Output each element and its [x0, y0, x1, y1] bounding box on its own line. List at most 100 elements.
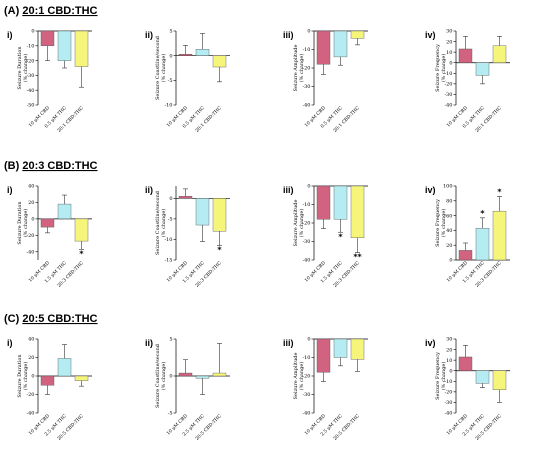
y-tick-label: 60: [446, 213, 452, 219]
y-tick-label: -40: [302, 103, 310, 109]
y-axis-label: Seizure Amplitude: [293, 353, 299, 400]
y-axis-label: Seizure Frequency: [435, 44, 441, 92]
panel-roman-label: iv): [425, 338, 436, 348]
y-tick-label: -10: [26, 44, 34, 50]
y-tick-label: -30: [26, 73, 34, 79]
y-axis-label: (% change): [440, 209, 447, 238]
row-b: (B) 20:3 CBD:THC i) Seizure Duration (% cha…: [4, 160, 510, 289]
panel-roman-label: iv): [425, 185, 436, 195]
y-tick-label: -20: [302, 221, 310, 227]
panel-roman-label: iii): [283, 338, 294, 348]
y-tick-label: 0: [169, 374, 172, 380]
y-tick-label: -5: [168, 411, 173, 417]
y-axis-label: Seizure Coastline/second: [155, 190, 161, 255]
y-tick-label: 0: [169, 53, 172, 59]
y-tick-label: -40: [444, 103, 452, 109]
y-tick-label: 30: [446, 337, 452, 343]
bar: [57, 203, 72, 220]
y-tick-label: -10: [302, 202, 310, 208]
y-tick-label: 40: [28, 337, 34, 343]
y-tick-label: -30: [302, 392, 310, 398]
y-tick-label: -10: [302, 47, 310, 53]
bar: [74, 30, 89, 67]
y-axis-label: (% change): [160, 54, 167, 83]
y-tick-label: -5: [168, 78, 173, 84]
bar: [333, 30, 348, 58]
y-axis-label: Seizure Duration: [17, 201, 23, 245]
bar: [57, 30, 72, 61]
row-title: (A) 20:1 CBD:THC: [4, 5, 98, 17]
bar: [212, 55, 227, 68]
row-label: (A): [4, 5, 22, 17]
y-tick-label: -5: [168, 217, 173, 223]
y-tick-label: 5: [169, 337, 172, 343]
y-axis-label: (% change): [22, 54, 29, 83]
bar: [333, 185, 348, 220]
y-tick-label: 0: [31, 217, 34, 223]
bar: [178, 53, 193, 56]
y-tick-label: -20: [302, 374, 310, 380]
panel-b-4: iv) Seizure Frequency (% change) 100 80 60 40 2…: [425, 184, 510, 289]
row-title: (C) 20:5 CBD:THC: [4, 313, 98, 325]
panel-roman-label: ii): [145, 185, 153, 195]
y-tick-label: 80: [446, 199, 452, 205]
y-tick-label: 40: [446, 228, 452, 234]
y-tick-label: 0: [449, 60, 452, 66]
y-axis-label: Seizure Coastline/second: [155, 343, 161, 408]
y-tick-label: -10: [302, 355, 310, 361]
bar: [492, 45, 507, 63]
panel-roman-label: i): [7, 185, 13, 195]
y-tick-label: -30: [444, 400, 452, 406]
y-tick-label: 0: [31, 374, 34, 380]
significance-star: *: [480, 209, 485, 218]
panel-roman-label: i): [7, 338, 13, 348]
bar: [40, 375, 55, 386]
row-heading: 20:3 CBD:THC: [22, 160, 97, 172]
bar: [350, 30, 365, 39]
y-tick-label: -40: [26, 249, 34, 255]
y-tick-label: 10: [446, 358, 452, 364]
row-title: (B) 20:3 CBD:THC: [4, 160, 98, 172]
y-tick-label: 0: [307, 337, 310, 343]
y-axis-label: (% change): [440, 54, 447, 83]
panel-b-3: iii) Seizure Amplitude (% change) 0 -10 -20 -3…: [283, 184, 368, 289]
y-tick-label: -15: [164, 258, 172, 264]
y-axis-label: (% change): [298, 362, 305, 391]
y-axis-label: Seizure Duration: [17, 354, 23, 398]
y-tick-label: 0: [449, 368, 452, 374]
bar: [458, 356, 473, 371]
row-heading: 20:5 CBD:THC: [22, 313, 97, 325]
panel-a-1: i) Seizure Duration (% change) 0 -10 -20 -30 -4…: [7, 29, 92, 134]
panel-c-4: iv) Seizure Frequency (% change) 30 20 10 0 -10…: [425, 337, 510, 442]
y-axis-label: (% change): [440, 362, 447, 391]
significance-star: *: [497, 187, 502, 196]
bar: [333, 338, 348, 358]
bar: [475, 62, 490, 76]
y-tick-label: 100: [443, 184, 453, 190]
panel-b-1: i)Seizure Duration (% change)40200-20-401…: [7, 184, 92, 289]
y-tick-label: 0: [169, 196, 172, 202]
y-tick-label: -20: [26, 233, 34, 239]
panel-roman-label: iv): [425, 30, 436, 40]
bar: [492, 210, 507, 261]
y-axis-label: (% change): [298, 209, 305, 238]
y-axis-label: Seizure Amplitude: [293, 200, 299, 247]
y-tick-label: -30: [444, 92, 452, 98]
y-tick-label: 20: [446, 347, 452, 353]
y-tick-label: -40: [26, 411, 34, 417]
y-tick-label: -20: [444, 82, 452, 88]
panel-roman-label: iii): [283, 185, 294, 195]
panel-roman-label: iii): [283, 30, 294, 40]
bar: [350, 185, 365, 238]
y-axis-label: (% change): [160, 209, 167, 238]
y-tick-label: 0: [31, 29, 34, 35]
panel-roman-label: ii): [145, 338, 153, 348]
y-tick-label: -20: [444, 390, 452, 396]
row-label: (C): [4, 313, 22, 325]
bar: [475, 227, 490, 261]
y-tick-label: 20: [446, 39, 452, 45]
y-tick-label: -40: [302, 258, 310, 264]
y-tick-label: 20: [28, 200, 34, 206]
significance-star: **: [353, 253, 362, 262]
